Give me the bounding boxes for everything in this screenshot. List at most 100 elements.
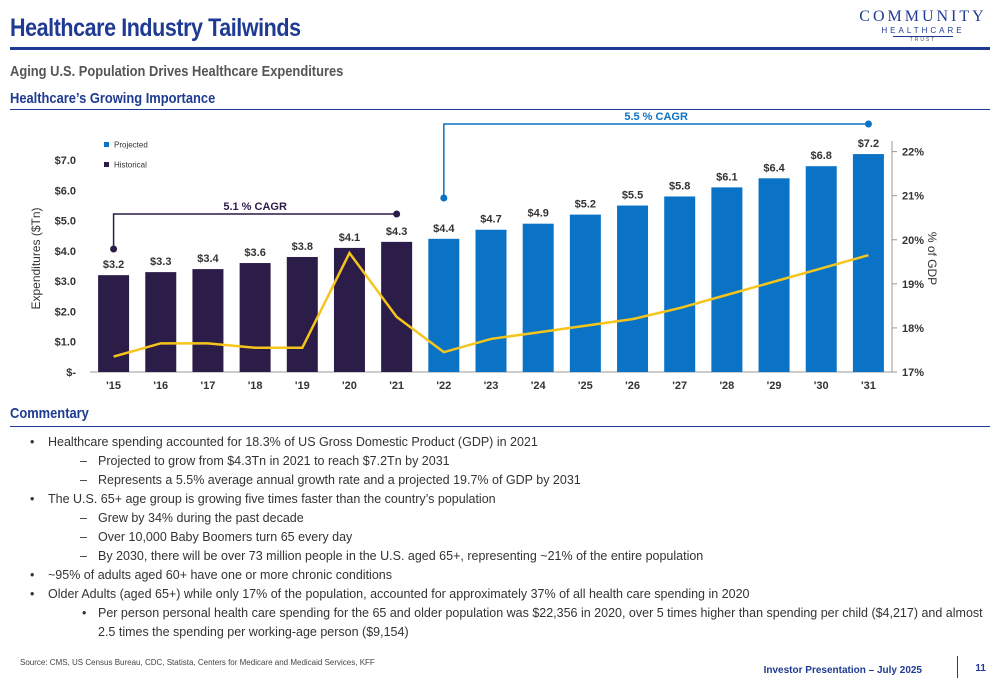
commentary-list: • Healthcare spending accounted for 18.3%… — [28, 433, 988, 642]
bar-value-label: $6.4 — [763, 162, 785, 174]
y2-tick-label: 21% — [902, 191, 924, 203]
x-tick-label: '24 — [531, 380, 547, 392]
bar — [664, 196, 696, 372]
title-divider — [10, 47, 990, 50]
legend-label: Projected — [114, 141, 148, 150]
expenditures-chart: $- $1.0 $2.0 $3.0 $4.0 $5.0 $6.0 $7.0 17% 18% 19% 2… — [29, 112, 939, 392]
commentary-item: – Projected to grow from $4.3Tn in 2021 t… — [28, 452, 988, 471]
bar — [145, 272, 177, 372]
page-subtitle: Aging U.S. Population Drives Healthcare … — [10, 63, 344, 80]
x-tick-label: '20 — [342, 380, 357, 392]
bar-value-label: $5.8 — [669, 180, 690, 192]
cagr-start-dot — [440, 194, 448, 202]
legend-label: Historical — [114, 161, 147, 170]
cagr-end-dot — [864, 120, 872, 128]
bar-value-label: $4.4 — [433, 223, 455, 235]
logo-trust-text: TRUST — [893, 36, 953, 43]
bar — [617, 205, 649, 372]
y-tick-label: $2.0 — [55, 306, 76, 318]
x-tick-label: '18 — [248, 380, 263, 392]
bar-value-label: $3.8 — [292, 241, 313, 253]
commentary-text: Per person personal health care spending… — [98, 606, 983, 639]
commentary-text: ~95% of adults aged 60+ have one or more… — [48, 568, 392, 582]
bar-value-label: $4.9 — [527, 208, 548, 220]
bar-value-label: $4.7 — [480, 214, 501, 226]
bar — [711, 187, 743, 372]
bullet-marker: – — [80, 530, 87, 544]
y-tick-label: $- — [66, 367, 76, 379]
x-tick-label: '30 — [814, 380, 829, 392]
commentary-text: Projected to grow from $4.3Tn in 2021 to… — [98, 454, 450, 468]
commentary-item: – Over 10,000 Baby Boomers turn 65 every … — [28, 528, 988, 547]
commentary-item: – Represents a 5.5% average annual growth… — [28, 471, 988, 490]
y2-tick-label: 17% — [902, 367, 924, 379]
legend-swatch — [104, 142, 109, 147]
bar — [286, 256, 318, 372]
bar-value-label: $4.1 — [339, 232, 360, 244]
legend-swatch — [104, 162, 109, 167]
commentary-item: • Per person personal health care spendin… — [28, 604, 988, 642]
bar — [475, 229, 507, 372]
source-note: Source: CMS, US Census Bureau, CDC, Stat… — [20, 658, 375, 667]
commentary-item: • Healthcare spending accounted for 18.3%… — [28, 433, 988, 452]
page-number: 11 — [975, 663, 986, 674]
gdp-share-line — [113, 250, 869, 358]
chart-section-heading: Healthcare’s Growing Importance — [10, 90, 216, 107]
bar-value-label: $5.5 — [622, 190, 643, 202]
commentary-item: – Grew by 34% during the past decade — [28, 509, 988, 528]
bullet-marker: • — [30, 587, 35, 601]
cagr-label: 5.5 % CAGR — [624, 112, 688, 123]
commentary-text: The U.S. 65+ age group is growing five t… — [48, 492, 496, 506]
y2-tick-label: 19% — [902, 279, 924, 291]
bar — [569, 214, 601, 372]
bullet-marker: • — [30, 435, 35, 449]
y-tick-label: $4.0 — [55, 246, 76, 258]
bullet-marker: • — [30, 568, 35, 582]
bullet-marker: – — [80, 511, 87, 525]
footer-divider — [957, 656, 958, 678]
x-tick-label: '27 — [672, 380, 687, 392]
y2-axis-title: % of GDP — [925, 232, 939, 285]
y2-tick-label: 18% — [902, 323, 924, 335]
bar-value-label: $3.3 — [150, 256, 171, 268]
bar-value-label: $3.6 — [244, 247, 265, 259]
bar-value-label: $4.3 — [386, 226, 407, 238]
y2-tick-label: 22% — [902, 147, 924, 159]
cagr-start-dot — [110, 245, 118, 253]
x-tick-label: '15 — [106, 380, 121, 392]
commentary-heading: Commentary — [10, 405, 89, 422]
bar-value-label: $3.2 — [103, 259, 124, 271]
commentary-text: Represents a 5.5% average annual growth … — [98, 473, 581, 487]
bullet-marker: – — [80, 473, 87, 487]
x-tick-label: '25 — [578, 380, 593, 392]
y-tick-label: $5.0 — [55, 216, 76, 228]
commentary-text: By 2030, there will be over 73 million p… — [98, 549, 704, 563]
presentation-label: Investor Presentation – July 2025 — [763, 665, 922, 676]
bullet-marker: • — [30, 492, 35, 506]
cagr-end-dot — [393, 210, 401, 218]
bar-value-label: $7.2 — [858, 138, 879, 150]
bar — [852, 154, 884, 372]
bar-value-label: $5.2 — [575, 199, 596, 211]
x-tick-label: '23 — [484, 380, 499, 392]
bar-value-label: $6.1 — [716, 171, 737, 183]
y-axis-title: Expenditures ($Tn) — [29, 207, 43, 309]
commentary-item: – By 2030, there will be over 73 million … — [28, 547, 988, 566]
bar — [98, 275, 130, 372]
y2-tick-label: 20% — [902, 235, 924, 247]
x-tick-label: '16 — [153, 380, 168, 392]
x-tick-label: '29 — [767, 380, 782, 392]
bar — [239, 263, 271, 372]
commentary-item: • ~95% of adults aged 60+ have one or mor… — [28, 566, 988, 585]
x-tick-label: '28 — [719, 380, 734, 392]
y-tick-label: $1.0 — [55, 337, 76, 349]
commentary-text: Healthcare spending accounted for 18.3% … — [48, 435, 538, 449]
cagr-bracket — [443, 123, 869, 198]
commentary-divider — [10, 426, 990, 427]
x-tick-label: '26 — [625, 380, 640, 392]
bullet-marker: – — [80, 454, 87, 468]
cagr-bracket — [112, 213, 397, 249]
company-logo: COMMUNITY HEALTHCARE TRUST — [858, 8, 988, 43]
y-tick-label: $7.0 — [55, 155, 76, 167]
bar-value-label: $6.8 — [811, 150, 832, 162]
